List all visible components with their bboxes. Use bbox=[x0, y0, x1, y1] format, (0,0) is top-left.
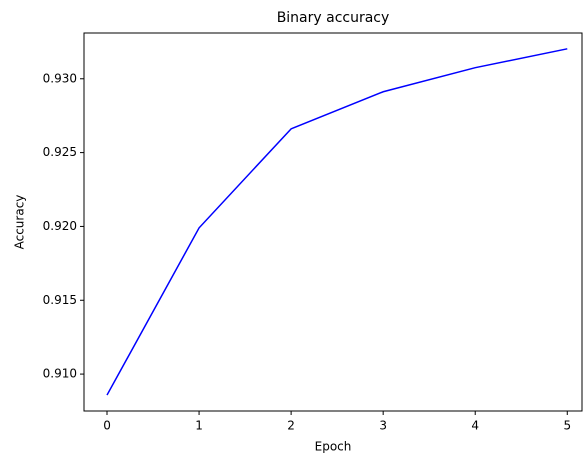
y-tick-label: 0.910 bbox=[43, 367, 77, 381]
y-tick-label: 0.920 bbox=[43, 219, 77, 233]
y-tick-label: 0.915 bbox=[43, 293, 77, 307]
x-axis-label: Epoch bbox=[315, 440, 352, 454]
y-tick-label: 0.930 bbox=[43, 71, 77, 85]
x-tick-label: 5 bbox=[563, 419, 571, 433]
x-tick-label: 0 bbox=[103, 419, 111, 433]
data-line bbox=[106, 48, 568, 396]
x-tick-label: 3 bbox=[379, 419, 387, 433]
y-tick-label: 0.925 bbox=[43, 145, 77, 159]
plot-frame bbox=[83, 32, 583, 412]
x-tick-label: 1 bbox=[195, 419, 203, 433]
chart-title: Binary accuracy bbox=[277, 10, 390, 26]
x-tick-label: 4 bbox=[471, 419, 479, 433]
y-axis-label: Accuracy bbox=[13, 195, 27, 250]
x-tick-label: 2 bbox=[287, 419, 295, 433]
